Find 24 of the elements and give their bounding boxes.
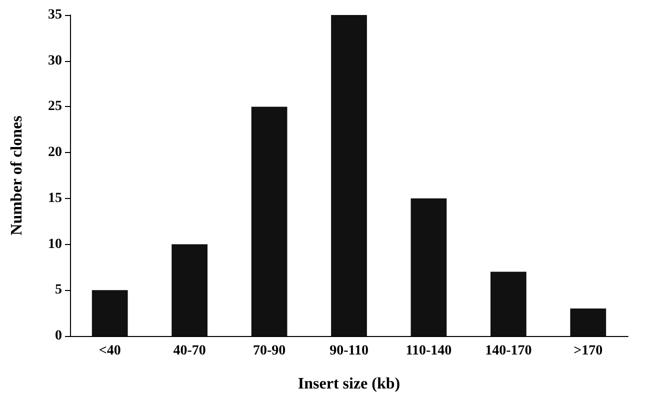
y-tick-label: 10 [48, 236, 62, 252]
x-tick-label: >170 [574, 344, 603, 358]
bar [410, 198, 447, 336]
y-tick-label: 30 [48, 53, 62, 68]
bar [172, 244, 208, 336]
y-tick-label: 35 [48, 8, 62, 22]
bar [570, 308, 606, 336]
bar [331, 15, 367, 336]
x-tick-label: 140-170 [485, 344, 532, 358]
x-tick-label: 90-110 [330, 344, 368, 358]
x-tick-label: 40-70 [173, 344, 206, 358]
y-axis-title: Number of clones [8, 116, 26, 236]
y-tick-label: 25 [48, 99, 62, 114]
x-tick-label: 110-140 [406, 344, 452, 358]
x-tick-label: <40 [98, 344, 121, 358]
y-tick-label: 20 [48, 145, 62, 160]
bar [251, 106, 288, 336]
y-tick-label: 0 [55, 328, 62, 344]
x-axis-title: Insert size (kb) [298, 376, 400, 392]
bar [490, 272, 526, 336]
y-tick-label: 5 [55, 282, 62, 298]
x-tick-label: 70-90 [252, 344, 286, 358]
y-tick-label: 15 [48, 190, 62, 206]
bar [92, 290, 128, 336]
